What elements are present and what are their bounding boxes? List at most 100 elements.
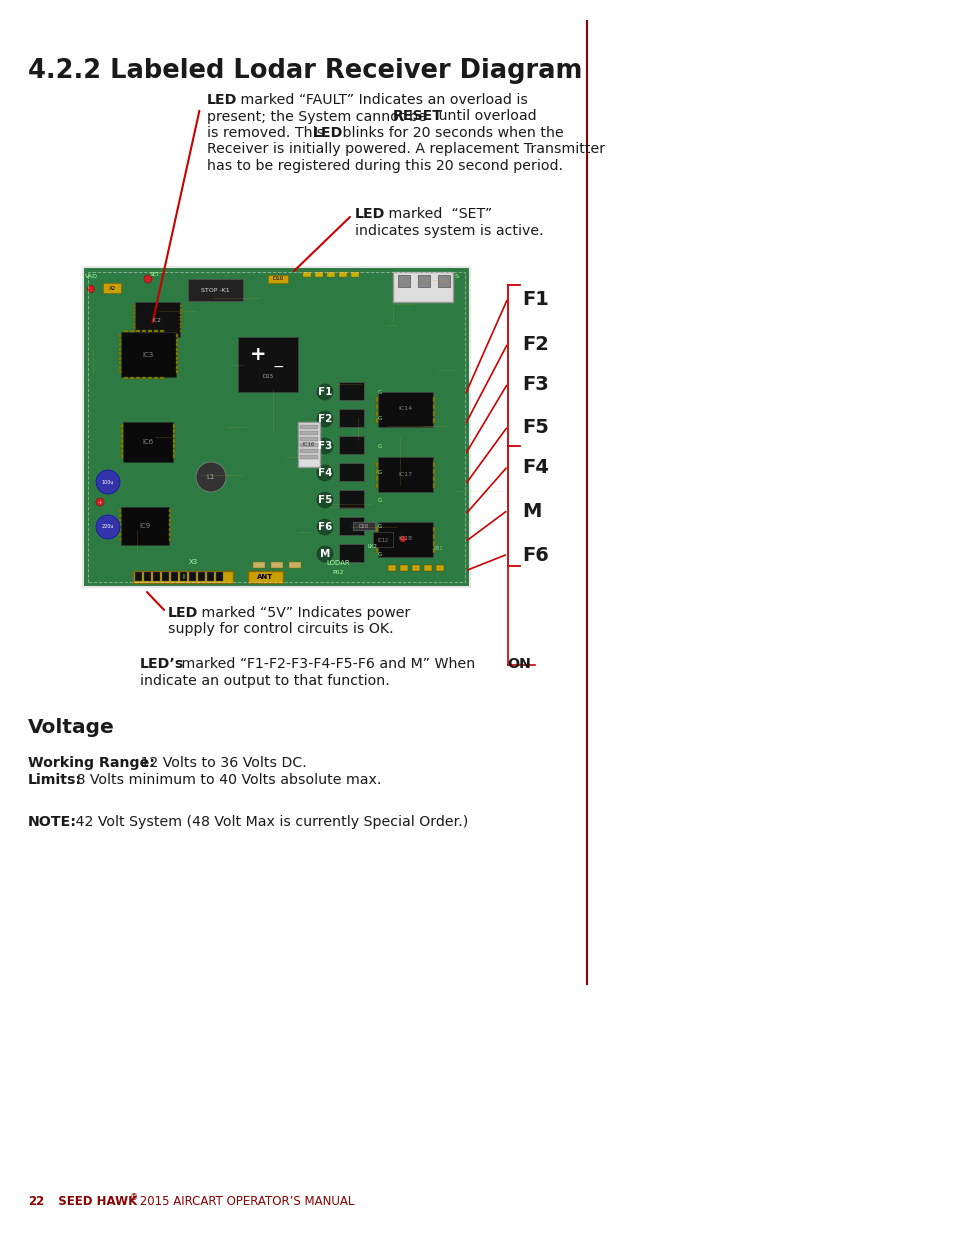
Text: LED: LED xyxy=(355,207,385,221)
Text: LK2: LK2 xyxy=(368,545,377,550)
Bar xyxy=(148,377,152,379)
Bar xyxy=(375,396,377,403)
Bar xyxy=(119,361,121,364)
Text: F6: F6 xyxy=(317,522,332,532)
Bar xyxy=(180,305,182,308)
Bar xyxy=(299,454,317,459)
Bar xyxy=(180,312,182,314)
Text: 4.2.2 Labeled Lodar Receiver Diagram: 4.2.2 Labeled Lodar Receiver Diagram xyxy=(28,58,581,84)
Text: L1: L1 xyxy=(207,474,215,480)
Bar xyxy=(83,267,470,587)
Bar xyxy=(153,377,158,379)
Bar xyxy=(377,391,433,427)
Bar xyxy=(175,366,178,368)
Text: F4: F4 xyxy=(317,468,332,478)
Text: present; the System cannot be: present; the System cannot be xyxy=(207,110,431,124)
Bar xyxy=(433,475,435,480)
Bar xyxy=(132,319,135,321)
Bar xyxy=(132,330,135,331)
Bar xyxy=(377,457,433,492)
Text: marked “FAULT” Indicates an overload is: marked “FAULT” Indicates an overload is xyxy=(235,93,527,107)
Bar xyxy=(338,436,364,454)
Text: is removed. This: is removed. This xyxy=(207,126,328,140)
Bar xyxy=(169,534,171,536)
Text: G: G xyxy=(377,471,382,475)
Bar xyxy=(148,330,152,332)
Circle shape xyxy=(195,462,226,492)
Text: −: − xyxy=(272,359,283,374)
Text: marked  “SET”: marked “SET” xyxy=(384,207,492,221)
Bar xyxy=(271,562,283,568)
Text: 8 Volts minimum to 40 Volts absolute max.: 8 Volts minimum to 40 Volts absolute max… xyxy=(71,773,381,788)
Bar xyxy=(119,537,121,541)
Bar xyxy=(119,352,121,354)
Bar xyxy=(144,572,151,580)
Text: G: G xyxy=(377,443,382,448)
Bar xyxy=(169,537,171,541)
Text: RESET: RESET xyxy=(393,110,442,124)
Text: D15: D15 xyxy=(262,374,274,379)
Bar xyxy=(142,330,146,332)
Text: G: G xyxy=(377,498,382,503)
Bar xyxy=(175,357,178,359)
Bar xyxy=(423,564,432,571)
Text: 220u: 220u xyxy=(102,525,114,530)
Bar xyxy=(237,337,297,391)
Circle shape xyxy=(96,498,104,506)
Text: F5: F5 xyxy=(317,495,332,505)
Bar xyxy=(132,309,135,310)
Bar xyxy=(180,315,182,317)
Text: ANT: ANT xyxy=(256,574,273,580)
Bar xyxy=(375,462,377,467)
Circle shape xyxy=(96,471,120,494)
Bar xyxy=(119,519,121,521)
Text: 12 Volts to 36 Volts DC.: 12 Volts to 36 Volts DC. xyxy=(136,756,307,769)
Bar xyxy=(162,572,169,580)
Text: indicates system is active.: indicates system is active. xyxy=(355,224,543,237)
Text: IC14: IC14 xyxy=(397,406,412,411)
Bar xyxy=(121,508,169,545)
Bar xyxy=(124,330,128,332)
Bar xyxy=(119,338,121,342)
Text: STOP -K1: STOP -K1 xyxy=(200,288,229,293)
Bar xyxy=(180,309,182,310)
Bar xyxy=(88,272,464,582)
Text: IC2: IC2 xyxy=(152,317,161,322)
Text: NOTE:: NOTE: xyxy=(28,815,77,829)
Bar xyxy=(119,347,121,351)
Bar xyxy=(132,315,135,317)
Text: D10: D10 xyxy=(273,277,283,282)
Bar xyxy=(180,319,182,321)
Bar xyxy=(375,469,377,474)
Text: 42 Volt System (48 Volt Max is currently Special Order.): 42 Volt System (48 Volt Max is currently… xyxy=(71,815,468,829)
Bar xyxy=(119,343,121,346)
Bar xyxy=(132,571,233,583)
Bar xyxy=(248,571,283,583)
Bar xyxy=(433,483,435,488)
Bar xyxy=(142,377,146,379)
Text: +: + xyxy=(97,499,102,505)
Bar xyxy=(121,445,123,447)
Bar xyxy=(180,322,182,325)
Circle shape xyxy=(315,464,334,482)
Bar xyxy=(180,330,182,331)
Text: LODAR: LODAR xyxy=(326,559,350,566)
Bar xyxy=(338,272,347,277)
Text: Voltage: Voltage xyxy=(28,718,114,737)
Bar xyxy=(433,548,435,553)
Bar xyxy=(119,529,121,531)
Text: supply for control circuits is OK.: supply for control circuits is OK. xyxy=(168,622,394,636)
Bar xyxy=(119,524,121,526)
Text: G: G xyxy=(377,416,382,421)
Bar xyxy=(433,404,435,409)
Bar xyxy=(121,433,123,437)
Bar xyxy=(172,454,174,457)
Bar xyxy=(169,509,171,513)
Bar xyxy=(375,534,377,538)
Bar xyxy=(327,272,335,277)
Bar xyxy=(175,338,178,342)
Bar xyxy=(338,382,364,400)
Bar xyxy=(437,275,450,287)
Bar xyxy=(338,463,364,480)
Bar xyxy=(338,409,364,427)
